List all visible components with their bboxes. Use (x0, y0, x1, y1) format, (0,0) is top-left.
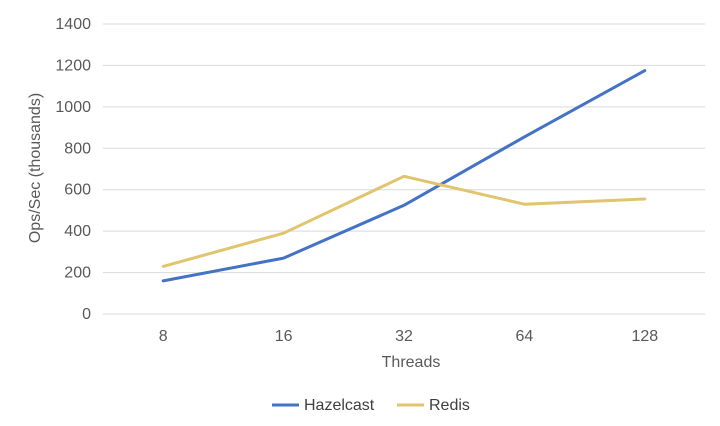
x-axis-ticks: 8 16 32 64 128 (159, 328, 658, 345)
y-axis-title: Ops/Sec (thousands) (27, 93, 44, 243)
x-tick-label: 64 (516, 328, 534, 345)
legend-label-hazelcast: Hazelcast (304, 397, 375, 414)
y-tick-label: 1000 (55, 99, 91, 116)
y-tick-label: 1200 (55, 57, 91, 74)
x-tick-label: 8 (159, 328, 168, 345)
y-axis-ticks: 0 200 400 600 800 1000 1200 1400 (55, 16, 91, 323)
y-tick-label: 600 (64, 182, 91, 199)
gridlines (103, 23, 705, 315)
series-line-hazelcast (161, 69, 647, 283)
series-lines (161, 69, 647, 283)
x-tick-label: 16 (275, 328, 293, 345)
y-tick-label: 200 (64, 265, 91, 282)
x-axis-title: Threads (382, 354, 441, 371)
y-tick-label: 1400 (55, 16, 91, 33)
x-tick-label: 32 (395, 328, 413, 345)
series-line-redis (161, 174, 647, 268)
x-tick-label: 128 (631, 328, 658, 345)
y-tick-label: 0 (82, 306, 91, 323)
y-tick-label: 400 (64, 223, 91, 240)
legend: Hazelcast Redis (272, 397, 470, 414)
y-tick-label: 800 (64, 140, 91, 157)
legend-label-redis: Redis (429, 397, 470, 414)
